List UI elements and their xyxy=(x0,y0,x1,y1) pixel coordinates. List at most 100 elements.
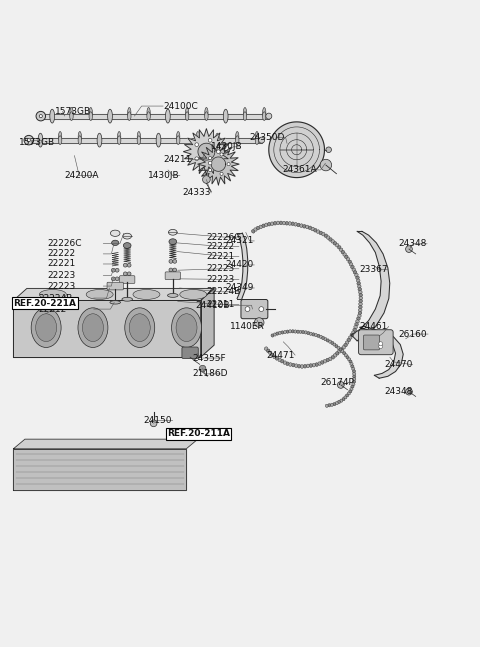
Ellipse shape xyxy=(341,350,344,353)
Text: 22222: 22222 xyxy=(206,242,235,251)
Ellipse shape xyxy=(171,308,202,347)
Polygon shape xyxy=(13,300,201,357)
Ellipse shape xyxy=(300,365,303,368)
Ellipse shape xyxy=(271,353,274,356)
Ellipse shape xyxy=(329,340,332,343)
Ellipse shape xyxy=(359,294,362,297)
Ellipse shape xyxy=(343,352,346,355)
Circle shape xyxy=(227,162,230,166)
Ellipse shape xyxy=(59,136,62,144)
Ellipse shape xyxy=(255,131,259,142)
Ellipse shape xyxy=(196,131,200,142)
Ellipse shape xyxy=(358,314,361,318)
Ellipse shape xyxy=(339,348,342,351)
Ellipse shape xyxy=(346,356,349,358)
Ellipse shape xyxy=(315,363,318,366)
Ellipse shape xyxy=(147,112,150,120)
Circle shape xyxy=(195,143,199,146)
Ellipse shape xyxy=(70,107,73,118)
Ellipse shape xyxy=(264,223,268,226)
Ellipse shape xyxy=(324,234,327,237)
Circle shape xyxy=(173,268,177,272)
Circle shape xyxy=(115,269,119,272)
Ellipse shape xyxy=(314,333,317,336)
Ellipse shape xyxy=(288,222,291,225)
Ellipse shape xyxy=(282,221,286,225)
Ellipse shape xyxy=(353,375,356,378)
Ellipse shape xyxy=(317,334,320,338)
FancyBboxPatch shape xyxy=(120,276,135,283)
Ellipse shape xyxy=(343,253,347,256)
Ellipse shape xyxy=(128,107,131,118)
Ellipse shape xyxy=(358,288,361,291)
Ellipse shape xyxy=(333,354,336,357)
Ellipse shape xyxy=(324,338,327,341)
Ellipse shape xyxy=(276,356,278,360)
Circle shape xyxy=(379,342,383,345)
Ellipse shape xyxy=(236,131,239,142)
Ellipse shape xyxy=(323,360,326,363)
Ellipse shape xyxy=(223,109,228,123)
Text: 24348: 24348 xyxy=(384,387,412,396)
Polygon shape xyxy=(269,122,324,177)
Ellipse shape xyxy=(303,225,306,228)
Text: 24200A: 24200A xyxy=(65,171,99,180)
Circle shape xyxy=(123,263,127,267)
Ellipse shape xyxy=(306,225,309,229)
Ellipse shape xyxy=(31,308,61,347)
Ellipse shape xyxy=(118,131,121,142)
Ellipse shape xyxy=(344,354,348,356)
Text: 24100C: 24100C xyxy=(163,102,198,111)
Ellipse shape xyxy=(266,349,270,353)
Text: 22226C: 22226C xyxy=(206,233,241,241)
Ellipse shape xyxy=(59,131,62,142)
Text: REF.20-211A: REF.20-211A xyxy=(167,430,230,439)
Ellipse shape xyxy=(177,131,180,142)
Text: 22223: 22223 xyxy=(206,275,235,284)
Ellipse shape xyxy=(39,289,66,300)
Ellipse shape xyxy=(268,351,272,355)
Ellipse shape xyxy=(302,331,304,334)
Ellipse shape xyxy=(338,349,341,353)
Ellipse shape xyxy=(267,223,271,226)
Ellipse shape xyxy=(166,109,170,123)
Ellipse shape xyxy=(358,311,362,314)
Ellipse shape xyxy=(333,402,336,406)
Ellipse shape xyxy=(185,107,189,118)
Ellipse shape xyxy=(70,112,73,120)
Polygon shape xyxy=(211,157,226,171)
Ellipse shape xyxy=(177,136,180,144)
Ellipse shape xyxy=(344,396,347,399)
Ellipse shape xyxy=(108,109,112,123)
Ellipse shape xyxy=(352,383,355,386)
Ellipse shape xyxy=(321,360,324,364)
Text: 1140ER: 1140ER xyxy=(230,322,265,331)
Ellipse shape xyxy=(123,243,131,248)
Ellipse shape xyxy=(356,279,360,282)
Text: 22221: 22221 xyxy=(206,252,235,261)
Ellipse shape xyxy=(312,333,315,336)
Ellipse shape xyxy=(349,263,353,266)
Circle shape xyxy=(216,150,220,153)
Ellipse shape xyxy=(354,325,358,329)
Circle shape xyxy=(111,277,115,281)
Text: 24420: 24420 xyxy=(226,261,254,269)
Ellipse shape xyxy=(168,294,178,298)
Text: 22223: 22223 xyxy=(206,264,235,273)
Circle shape xyxy=(199,366,206,372)
Polygon shape xyxy=(201,289,214,357)
Text: 22223: 22223 xyxy=(47,281,75,291)
Text: 22222: 22222 xyxy=(47,249,75,258)
Ellipse shape xyxy=(252,230,255,233)
Text: 24333: 24333 xyxy=(182,188,211,197)
Ellipse shape xyxy=(337,400,340,404)
Circle shape xyxy=(245,307,250,311)
FancyBboxPatch shape xyxy=(107,282,123,290)
Text: 24348: 24348 xyxy=(398,239,427,248)
Circle shape xyxy=(173,259,177,263)
Ellipse shape xyxy=(352,268,356,271)
Ellipse shape xyxy=(331,356,335,359)
Ellipse shape xyxy=(356,320,360,323)
Ellipse shape xyxy=(349,360,352,363)
Circle shape xyxy=(24,135,34,145)
